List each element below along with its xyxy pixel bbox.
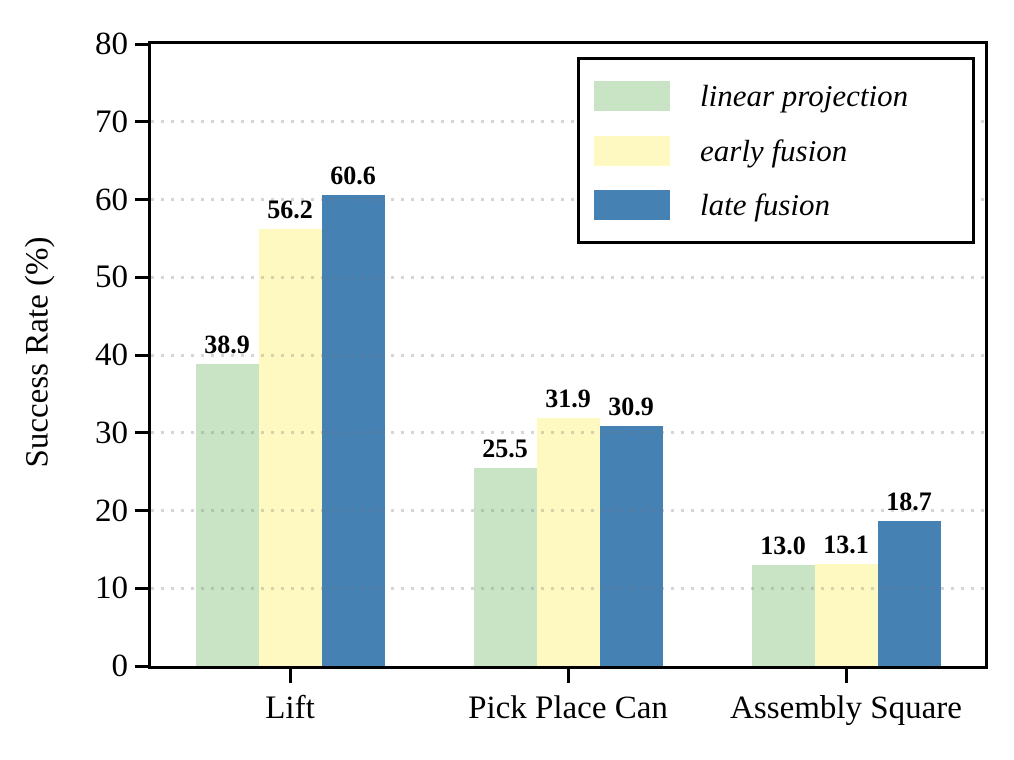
legend: linear projection early fusion late fusion xyxy=(577,57,975,244)
legend-label: late fusion xyxy=(700,186,831,222)
legend-item-early-fusion: early fusion xyxy=(594,133,972,169)
y-tick-label-80: 80 xyxy=(95,26,128,62)
y-tick-mark-80 xyxy=(135,42,148,46)
bar-pick-place-can-linear-projection xyxy=(473,467,537,666)
y-tick-label-50: 50 xyxy=(95,259,128,296)
bar-value-label: 18.7 xyxy=(886,486,932,516)
y-tick-mark-30 xyxy=(135,431,148,435)
y-tick-mark-50 xyxy=(135,275,148,279)
y-axis-title: Success Rate (%) xyxy=(19,236,56,468)
bar-lift-linear-projection xyxy=(195,363,259,666)
bar-value-label: 38.9 xyxy=(204,329,250,359)
y-tick-mark-20 xyxy=(135,509,148,512)
x-category-label-1: Pick Place Can xyxy=(468,690,668,726)
bar-pick-place-can-early-fusion xyxy=(536,417,600,666)
y-tick-label-70: 70 xyxy=(95,103,128,140)
legend-label: early fusion xyxy=(700,132,848,168)
legend-label: linear projection xyxy=(700,78,909,114)
x-tick-mark-1 xyxy=(566,669,570,683)
legend-swatch xyxy=(594,81,670,112)
legend-swatch xyxy=(594,135,670,166)
bar-value-label: 30.9 xyxy=(608,391,654,421)
y-tick-label-20: 20 xyxy=(95,492,128,529)
x-tick-mark-2 xyxy=(844,669,848,683)
y-tick-label-60: 60 xyxy=(95,181,128,218)
bar-value-label: 60.6 xyxy=(330,160,376,190)
bar-assembly-square-early-fusion xyxy=(814,564,878,666)
y-tick-label-10: 10 xyxy=(95,570,128,607)
x-category-label-0: Lift xyxy=(265,690,315,726)
bar-value-label: 13.0 xyxy=(760,530,806,560)
y-tick-label-40: 40 xyxy=(95,337,128,373)
bar-assembly-square-late-fusion xyxy=(877,520,941,666)
bar-value-label: 13.1 xyxy=(823,530,869,560)
legend-item-late-fusion: late fusion xyxy=(594,187,972,223)
bar-lift-late-fusion xyxy=(321,194,385,666)
legend-item-linear-projection: linear projection xyxy=(594,78,972,114)
x-tick-mark-0 xyxy=(288,669,292,683)
y-tick-mark-10 xyxy=(135,586,148,590)
y-tick-mark-40 xyxy=(135,353,148,357)
y-tick-label-0: 0 xyxy=(111,648,129,684)
bar-value-label: 31.9 xyxy=(545,383,591,413)
bar-assembly-square-linear-projection xyxy=(751,564,815,666)
y-tick-mark-60 xyxy=(135,198,148,201)
y-tick-mark-0 xyxy=(135,664,148,668)
bar-value-label: 25.5 xyxy=(482,433,528,463)
y-tick-label-30: 30 xyxy=(95,414,128,451)
y-tick-mark-70 xyxy=(135,120,148,124)
legend-swatch xyxy=(594,189,670,220)
bar-pick-place-can-late-fusion xyxy=(599,425,663,666)
plot-area: linear projection early fusion late fusion… xyxy=(95,26,988,726)
bar-lift-early-fusion xyxy=(258,229,322,666)
bar-value-label: 56.2 xyxy=(267,195,313,225)
x-category-label-2: Assembly Square xyxy=(730,690,962,726)
